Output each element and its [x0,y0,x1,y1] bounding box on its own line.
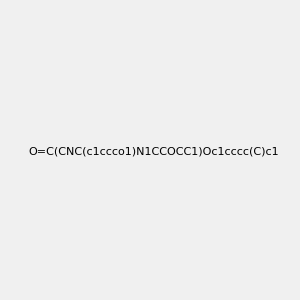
Text: O=C(CNC(c1ccco1)N1CCOCC1)Oc1cccc(C)c1: O=C(CNC(c1ccco1)N1CCOCC1)Oc1cccc(C)c1 [28,146,279,157]
